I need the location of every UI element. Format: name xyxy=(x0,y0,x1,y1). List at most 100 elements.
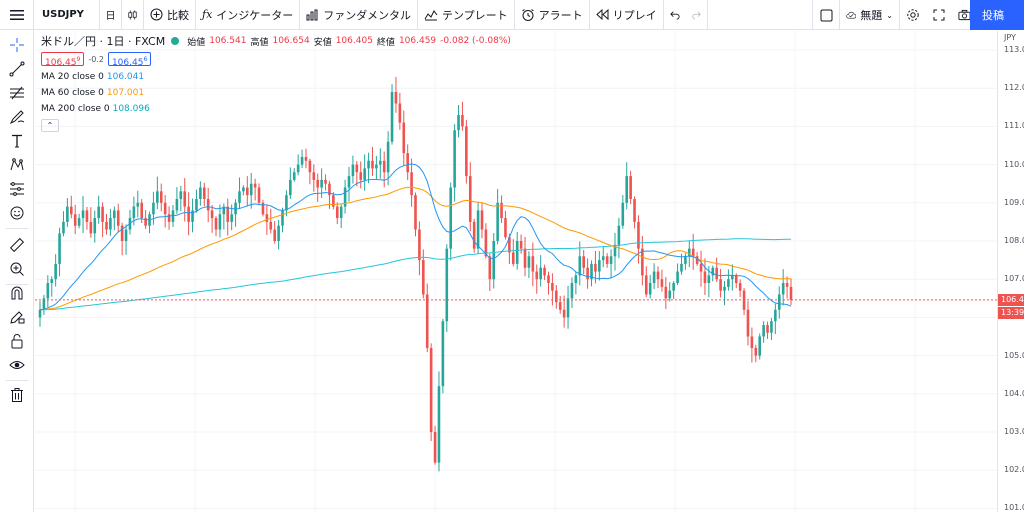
redo-button[interactable] xyxy=(686,0,708,30)
candle-body xyxy=(152,202,155,215)
candle-body xyxy=(85,210,89,222)
indicators-button[interactable]: ƒx インジケーター xyxy=(196,0,301,30)
replay-button[interactable]: リプレイ xyxy=(590,0,664,30)
stay-in-drawing-tool[interactable] xyxy=(5,306,29,328)
undo-button[interactable] xyxy=(664,0,686,30)
publish-button[interactable]: 投稿 xyxy=(970,0,1016,30)
candle xyxy=(511,239,515,267)
candle xyxy=(605,253,609,268)
candle xyxy=(285,190,288,217)
chart-type-button[interactable] xyxy=(122,0,144,30)
candle-body xyxy=(351,164,355,177)
candle-body xyxy=(375,164,378,169)
collapse-legend-button[interactable]: ⌃ xyxy=(41,119,59,132)
menu-button[interactable] xyxy=(0,0,34,30)
publish-menu-button[interactable] xyxy=(1014,0,1024,30)
price-axis[interactable]: JPY 113.0 112.0 111.0 110.0 109.0 108.0 107.0 1… xyxy=(997,31,1024,512)
alert-button[interactable]: アラート xyxy=(515,0,590,30)
candle xyxy=(519,234,523,254)
text-tool[interactable] xyxy=(5,130,29,152)
candle xyxy=(316,173,320,202)
magnet-tool[interactable] xyxy=(5,282,29,304)
templates-button[interactable]: テンプレート xyxy=(418,0,515,30)
open-value: 106.541 xyxy=(209,36,247,46)
candle-body xyxy=(566,298,570,318)
bid-price: 106.45 xyxy=(45,58,77,68)
candle-body xyxy=(762,325,765,337)
pattern-tool[interactable] xyxy=(5,154,29,176)
layout-button[interactable] xyxy=(812,0,840,30)
candle-body xyxy=(113,210,116,219)
candle xyxy=(746,301,750,346)
candle xyxy=(402,110,406,166)
candle xyxy=(766,321,769,339)
candle-body xyxy=(81,210,85,219)
candle xyxy=(167,206,171,230)
buy-button[interactable]: 106.456 xyxy=(107,52,152,68)
candle-body xyxy=(253,183,257,188)
candle xyxy=(715,257,718,282)
lock-drawings-tool[interactable] xyxy=(5,330,29,352)
brush-tool[interactable] xyxy=(5,106,29,128)
candle xyxy=(789,278,793,306)
candle-body xyxy=(320,179,323,188)
alarm-clock-icon xyxy=(521,8,534,21)
candle-body xyxy=(586,267,589,280)
fundamental-button[interactable]: ファンダメンタル xyxy=(300,0,418,30)
remove-drawings-tool[interactable] xyxy=(5,384,29,406)
icon-tool[interactable] xyxy=(5,202,29,224)
candle xyxy=(437,371,441,472)
prediction-tool[interactable] xyxy=(5,178,29,200)
interval-button[interactable]: 日 xyxy=(100,0,122,30)
zoom-tool[interactable] xyxy=(5,258,29,280)
hide-drawings-tool[interactable] xyxy=(5,354,29,376)
candle-body xyxy=(457,114,460,131)
candle-body xyxy=(425,294,429,348)
price-tick-label: 113.0 xyxy=(1004,45,1024,54)
candle xyxy=(77,213,81,229)
candle-body xyxy=(187,206,190,222)
high-label: 高値 xyxy=(250,37,269,48)
settings-button[interactable] xyxy=(900,0,926,30)
save-layout-button[interactable]: 無題 ⌄ xyxy=(840,0,900,30)
candle-body xyxy=(120,225,124,241)
candle-body xyxy=(402,122,406,154)
candle-body xyxy=(601,256,605,261)
candle-body xyxy=(167,214,171,222)
candle-body xyxy=(429,347,433,432)
magnet-icon xyxy=(11,286,23,300)
candle xyxy=(249,172,253,209)
ma20-legend[interactable]: MA 20 close 0 106.041 xyxy=(41,69,511,85)
candle xyxy=(770,317,773,341)
candle xyxy=(543,264,546,281)
sell-button[interactable]: 106.459 xyxy=(41,52,85,68)
symbol-search-button[interactable]: USDJPY xyxy=(34,0,100,30)
trend-line-tool[interactable] xyxy=(5,58,29,80)
candle-body xyxy=(175,198,179,211)
candle-body xyxy=(234,202,237,215)
measure-tool[interactable] xyxy=(5,234,29,256)
candle-body xyxy=(558,302,562,310)
candle xyxy=(637,215,640,264)
compare-button[interactable]: 比較 xyxy=(144,0,196,30)
ma60-value: 107.001 xyxy=(106,88,145,98)
candle xyxy=(570,277,574,309)
ma200-legend[interactable]: MA 200 close 0 108.096 xyxy=(41,101,511,117)
crosshair-tool[interactable] xyxy=(5,34,29,56)
fullscreen-button[interactable] xyxy=(926,0,952,30)
candle-body xyxy=(332,195,335,207)
fib-tool[interactable] xyxy=(5,82,29,104)
candle-body xyxy=(261,202,265,215)
chart-pane[interactable] xyxy=(35,31,997,512)
candle xyxy=(758,333,762,360)
candle xyxy=(433,425,437,465)
price-chart[interactable] xyxy=(35,31,997,512)
candle-body xyxy=(159,191,163,203)
current-price-tag: 106.4 xyxy=(998,293,1024,306)
symbol-title[interactable]: 米ドル／円 · 1日 · FXCM xyxy=(41,35,166,48)
currency-label[interactable]: JPY xyxy=(1004,33,1016,42)
candle-body xyxy=(480,210,484,230)
candle-body xyxy=(66,206,69,222)
candle xyxy=(445,244,449,332)
ma60-legend[interactable]: MA 60 close 0 107.001 xyxy=(41,85,511,101)
